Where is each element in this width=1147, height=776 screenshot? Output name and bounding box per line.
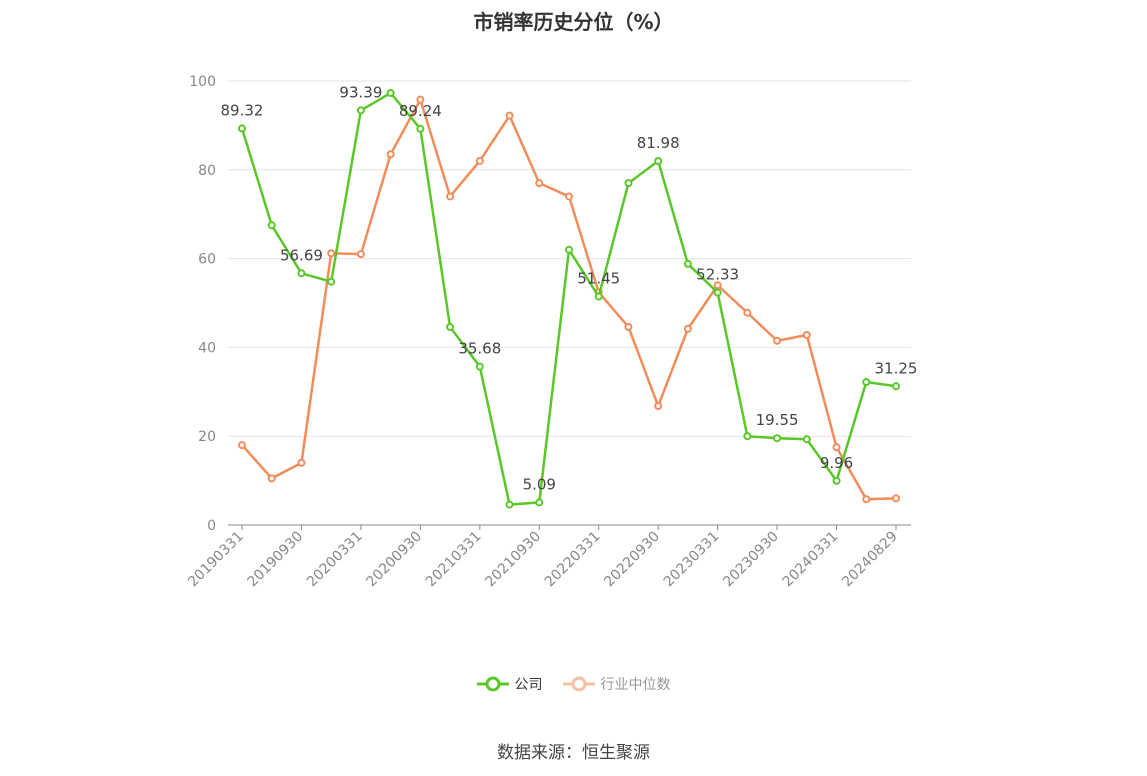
data-label: 56.69 [280,246,323,264]
data-point [356,250,365,259]
data-point [683,259,692,268]
data-point [297,269,306,278]
data-point [238,124,246,133]
x-tick-label: 20190930 [245,529,307,591]
data-point [862,378,871,387]
x-tick-label: 20200331 [304,529,366,591]
series-line-company [240,91,897,506]
data-point [743,308,752,317]
data-source: 数据来源：恒生聚源 [497,743,650,763]
data-point [505,111,514,120]
y-tick-label: 0 [207,518,216,534]
data-point [386,88,395,97]
data-point [832,476,841,485]
data-point [238,441,246,450]
data-point [327,249,336,258]
x-tick-label: 20210930 [482,529,544,591]
data-point [267,474,276,483]
legend-item-industry[interactable]: 行业中位数 [562,674,671,694]
data-point [505,500,514,509]
legend-item-company[interactable]: 公司 [476,674,543,694]
chart-title: 市销率历史分位（%） [473,10,674,34]
x-tick-label: 20230930 [720,529,782,591]
data-point [802,435,811,444]
x-tick-label: 20240331 [780,529,842,591]
data-point [475,156,484,165]
data-point [743,432,752,441]
data-point [267,221,276,230]
x-tick-label: 20220331 [542,529,604,591]
data-point [535,498,544,507]
data-point [773,434,782,443]
data-label: 52.33 [696,266,739,284]
data-point [386,150,395,159]
data-label: 35.68 [458,340,501,358]
legend: 公司 行业中位数 [0,674,1147,694]
data-label: 9.96 [820,454,853,472]
y-tick-label: 100 [189,74,216,90]
x-tick-label: 20210331 [423,529,485,591]
data-label: 93.39 [339,83,382,101]
data-point [624,322,633,331]
x-tick-label: 20200930 [363,529,425,591]
data-label: 19.55 [756,411,799,429]
data-point [683,324,692,333]
y-tick-label: 40 [198,340,216,356]
data-point [802,330,811,339]
data-point [416,95,425,104]
data-point [624,179,633,188]
data-point [297,458,306,467]
legend-industry-label: 行业中位数 [600,677,671,693]
data-point [892,382,900,391]
x-tick-label: 20230331 [661,529,723,591]
data-label: 5.09 [523,475,556,493]
legend-company-label: 公司 [514,677,543,693]
data-label: 89.32 [221,101,264,119]
data-point [713,281,722,290]
data-point [327,277,336,286]
data-point [654,402,663,411]
data-point [535,179,544,188]
data-label: 51.45 [577,270,620,288]
data-point [416,124,425,133]
data-label: 81.98 [637,134,680,152]
data-point [475,362,484,371]
data-point [565,192,573,201]
y-tick-label: 20 [198,429,216,445]
data-label: 89.24 [399,102,442,120]
legend-industry-marker-icon [562,676,595,692]
data-point [594,292,603,301]
y-tick-label: 80 [198,163,216,179]
y-tick-label: 60 [198,252,216,268]
legend-company-marker-icon [476,676,509,692]
data-point [773,336,782,345]
data-point [892,494,900,503]
data-point [565,245,573,254]
x-tick-label: 20240829 [839,529,901,591]
x-tick-label: 20190331 [185,529,247,591]
x-tick-label: 20220930 [601,529,663,591]
data-point [446,322,455,331]
data-point [832,443,841,452]
data-point [446,192,455,201]
data-point [356,106,365,115]
data-point [713,288,722,297]
data-point [654,157,663,166]
data-label: 31.25 [875,359,918,377]
data-point [862,495,871,504]
